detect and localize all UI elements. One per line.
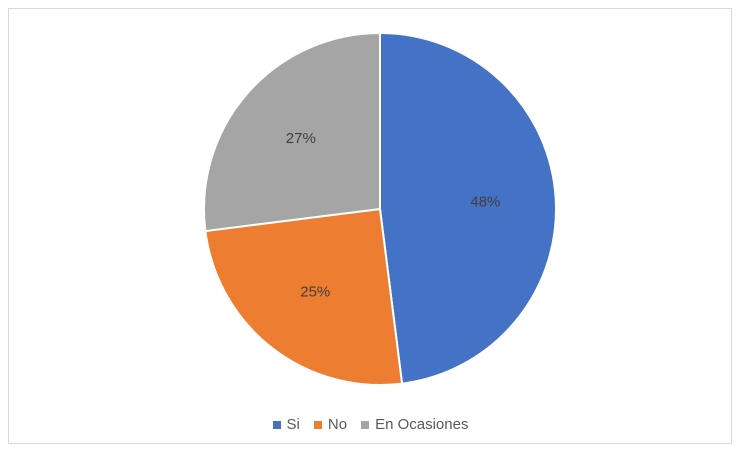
legend-label-si: Si: [286, 416, 300, 433]
legend-item-si: Si: [272, 416, 300, 433]
pie-slices: [203, 31, 557, 386]
legend-label-no: No: [327, 416, 348, 433]
data-label-no: 25%: [300, 283, 330, 300]
chart-legend: Si No En Ocasiones: [0, 416, 741, 433]
data-label-en-ocasiones: 27%: [286, 130, 316, 147]
legend-swatch-no: [313, 420, 322, 429]
data-label-si: 48%: [470, 193, 500, 210]
pie-data-labels: 48% 25% 27%: [286, 130, 501, 300]
pie-slice-no: [204, 207, 404, 386]
legend-swatch-en-ocasiones: [361, 420, 370, 429]
pie-slice-en-ocasiones: [203, 31, 381, 233]
legend-label-en-ocasiones: En Ocasiones: [375, 416, 469, 433]
pie-slice-si: [379, 31, 557, 385]
legend-item-no: No: [313, 416, 348, 433]
legend-swatch-si: [272, 420, 281, 429]
legend-item-en-ocasiones: En Ocasiones: [361, 416, 468, 433]
